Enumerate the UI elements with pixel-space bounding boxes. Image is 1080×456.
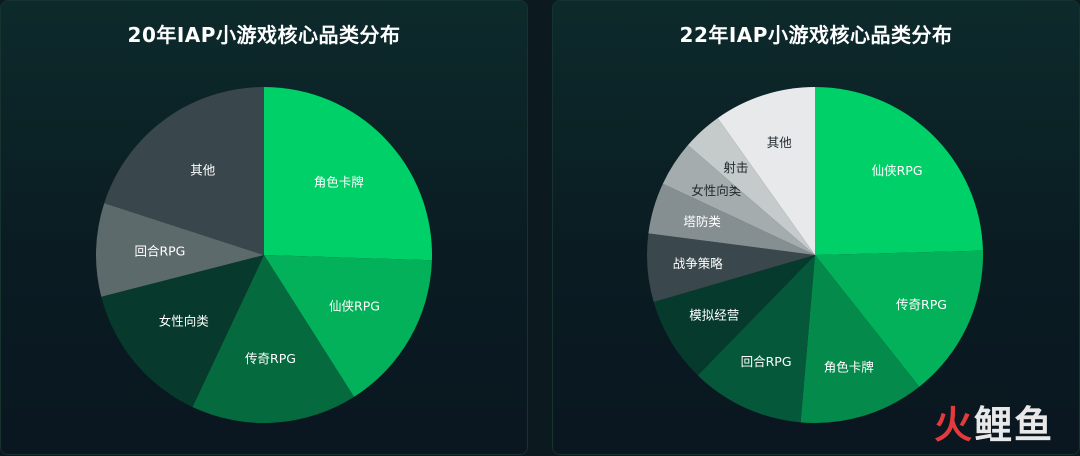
pie-slice-0-4 [96, 203, 265, 297]
pie-slice-1-0 [815, 87, 983, 255]
chart-title: 22年IAP小游戏核心品类分布 [679, 23, 953, 47]
pie-slice-0-1 [264, 255, 432, 397]
slice-label-1-5: 战争策略 [673, 256, 724, 271]
pie-slice-1-4 [653, 255, 815, 376]
slice-label-1-4: 模拟经营 [689, 308, 739, 323]
slice-label-0-1: 仙侠RPG [329, 299, 380, 314]
slice-label-1-8: 射击 [723, 160, 748, 175]
slice-label-1-6: 塔防类 [683, 214, 721, 229]
chart-panel-2022: 22年IAP小游戏核心品类分布 仙侠RPG 传奇RPG 角色卡牌 回合RPG 模拟经营 战… [552, 0, 1080, 455]
pie-slice-1-3 [697, 255, 815, 423]
slice-label-0-5: 其他 [190, 163, 216, 178]
pie-slice-1-7 [662, 145, 815, 255]
watermark-part1: 火 [933, 403, 974, 447]
slice-label-1-0: 仙侠RPG [872, 163, 923, 178]
slice-label-1-3: 回合RPG [741, 354, 792, 369]
slice-label-1-1: 传奇RPG [896, 297, 947, 312]
pie-slice-0-2 [192, 255, 355, 423]
pie-chart-2022: 仙侠RPG 传奇RPG 角色卡牌 回合RPG 模拟经营 战争策略 塔防类 女性向类 射击 其他 [647, 87, 983, 423]
pie-slice-1-5 [647, 233, 815, 302]
pie-slice-1-2 [800, 255, 920, 423]
pie-slice-1-6 [648, 183, 815, 255]
pie-slice-0-5 [104, 86, 264, 255]
pie-slice-0-0 [264, 87, 433, 261]
slice-label-0-2: 传奇RPG [245, 351, 296, 366]
slice-label-0-0: 角色卡牌 [314, 175, 364, 190]
pie-slice-1-1 [815, 250, 983, 387]
watermark-part2: 鲤鱼 [973, 403, 1054, 447]
pie-slice-0-3 [101, 255, 264, 408]
slice-label-1-2: 角色卡牌 [824, 360, 874, 375]
watermark-logo: 火鲤鱼 [934, 394, 1054, 449]
chart-title: 20年IAP小游戏核心品类分布 [127, 23, 401, 47]
slice-label-0-3: 女性向类 [159, 313, 210, 328]
slice-label-1-9: 其他 [767, 135, 793, 150]
chart-panel-2020: 20年IAP小游戏核心品类分布 角色卡牌仙侠RPG 传奇RPG 女性向类 回合RPG 其… [0, 0, 528, 455]
pie-slice-1-9 [717, 87, 815, 255]
slice-label-1-7: 女性向类 [691, 183, 742, 198]
pie-slice-1-8 [687, 118, 815, 255]
slice-label-0-4: 回合RPG [134, 244, 185, 259]
